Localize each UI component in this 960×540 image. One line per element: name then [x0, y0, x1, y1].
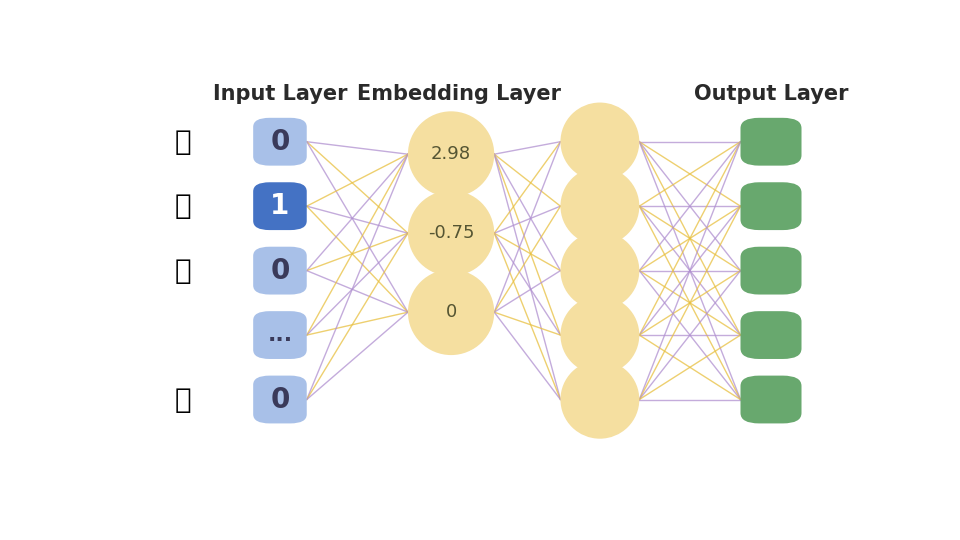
FancyBboxPatch shape [253, 311, 307, 359]
Text: Output Layer: Output Layer [694, 84, 849, 104]
Ellipse shape [561, 360, 639, 438]
Text: 0: 0 [271, 386, 290, 414]
Ellipse shape [408, 190, 494, 276]
Text: 0: 0 [271, 256, 290, 285]
FancyBboxPatch shape [740, 247, 802, 294]
Text: 🌭: 🌭 [175, 192, 192, 220]
FancyBboxPatch shape [740, 376, 802, 423]
Ellipse shape [561, 103, 639, 181]
FancyBboxPatch shape [740, 118, 802, 166]
FancyBboxPatch shape [740, 311, 802, 359]
Ellipse shape [561, 232, 639, 310]
Text: Embedding Layer: Embedding Layer [356, 84, 561, 104]
FancyBboxPatch shape [740, 183, 802, 230]
Text: Input Layer: Input Layer [213, 84, 348, 104]
Text: 1: 1 [271, 192, 290, 220]
Text: 🍲: 🍲 [175, 128, 192, 156]
Text: 2.98: 2.98 [431, 145, 471, 163]
Text: 🥗: 🥗 [175, 256, 192, 285]
FancyBboxPatch shape [253, 376, 307, 423]
Ellipse shape [561, 296, 639, 374]
Ellipse shape [561, 167, 639, 245]
FancyBboxPatch shape [253, 118, 307, 166]
Text: 0: 0 [271, 128, 290, 156]
Text: ...: ... [268, 325, 293, 345]
Ellipse shape [408, 269, 494, 355]
Text: 🌯: 🌯 [175, 386, 192, 414]
Text: -0.75: -0.75 [428, 224, 474, 242]
Ellipse shape [408, 111, 494, 197]
Text: 0: 0 [445, 303, 457, 321]
FancyBboxPatch shape [253, 183, 307, 230]
FancyBboxPatch shape [253, 247, 307, 294]
